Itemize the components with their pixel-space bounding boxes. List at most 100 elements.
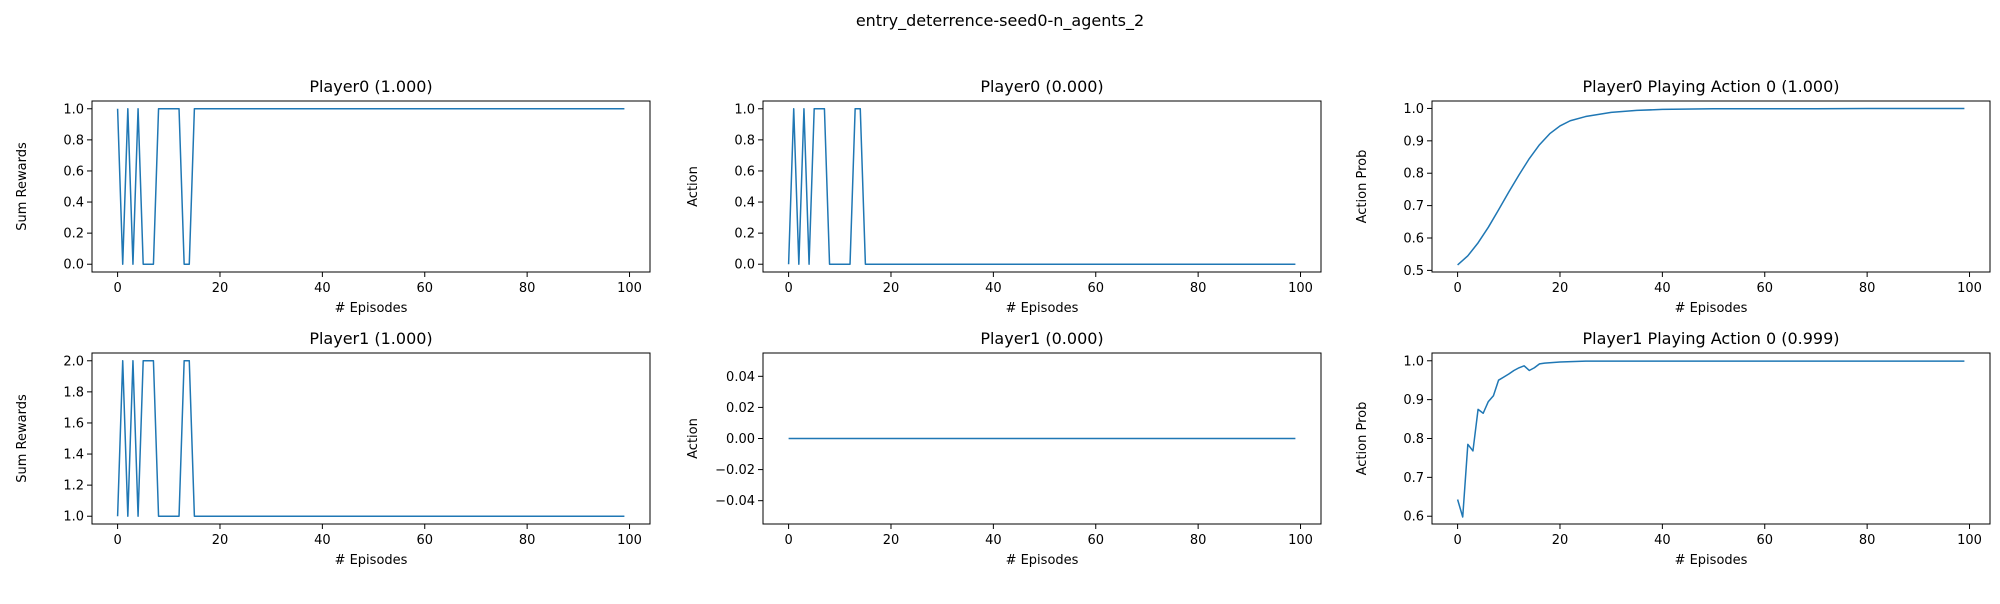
x-axis-label: # Episodes [335, 553, 408, 568]
x-tick-label: 60 [1756, 533, 1773, 548]
subplot-title: Player1 (0.000) [980, 329, 1103, 348]
subplot-6: Player1 Playing Action 0 (0.999) 0 20 40 60 8… [1355, 329, 1991, 568]
series-line [1456, 360, 1965, 518]
y-axis-label: Action [686, 418, 701, 459]
y-axis-label: Action [686, 166, 701, 207]
plot-frame [91, 352, 651, 525]
y-axis-label: Action Prob [1355, 150, 1370, 224]
y-tick-label: 1.0 [1403, 354, 1424, 369]
y-tick-label: 1.2 [63, 479, 84, 494]
y-tick-label: 0.6 [1403, 510, 1424, 525]
x-tick-label: 100 [1288, 281, 1313, 296]
x-tick-label: 60 [1087, 281, 1104, 296]
x-tick-label: 0 [113, 281, 121, 296]
y-tick-label: 0.5 [1403, 264, 1424, 279]
x-axis-label: # Episodes [1006, 553, 1079, 568]
x-tick-label: 80 [1859, 281, 1876, 296]
plot-frame [762, 352, 1322, 525]
y-tick-label: 0.8 [1403, 432, 1424, 447]
y-tick-label: 0.9 [1403, 393, 1424, 408]
x-tick-label: 20 [883, 533, 900, 548]
y-tick-label: 0.8 [63, 133, 84, 148]
x-tick-label: 0 [784, 533, 792, 548]
x-tick-label: 0 [1453, 281, 1461, 296]
y-tick-label: 0.7 [1403, 199, 1424, 214]
y-tick-label: 0.04 [726, 370, 755, 385]
x-tick-label: 80 [1190, 281, 1207, 296]
x-tick-label: 20 [1552, 533, 1569, 548]
series-line [116, 108, 625, 265]
y-tick-label: 0.02 [726, 401, 755, 416]
y-tick-label: 0.4 [734, 196, 755, 211]
x-tick-label: 20 [1552, 281, 1569, 296]
y-tick-label: 0.8 [734, 133, 755, 148]
x-tick-label: 40 [1654, 281, 1671, 296]
x-tick-label: 0 [113, 533, 121, 548]
subplot-title: Player1 (1.000) [309, 329, 432, 348]
x-tick-label: 80 [519, 533, 536, 548]
subplot-2: Player0 (0.000) 0 20 40 60 80 100 0.0 0.2 0.4 0.6 0… [686, 77, 1322, 316]
y-tick-label: 0.0 [734, 258, 755, 273]
subplot-title: Player0 (0.000) [980, 77, 1103, 96]
x-axis-label: # Episodes [1675, 553, 1748, 568]
y-tick-label: 1.0 [1403, 102, 1424, 117]
subplot-5: Player1 (0.000) 0 20 40 60 80 100 −0.04 −0.02 0.0… [686, 329, 1322, 568]
x-tick-label: 80 [1859, 533, 1876, 548]
y-tick-label: −0.02 [715, 463, 755, 478]
x-axis-label: # Episodes [1006, 301, 1079, 316]
y-axis-label: Sum Rewards [15, 142, 30, 231]
y-tick-label: 2.0 [63, 354, 84, 369]
x-tick-label: 20 [212, 533, 229, 548]
y-tick-label: 0.00 [726, 432, 755, 447]
y-tick-label: 1.0 [734, 102, 755, 117]
x-tick-label: 40 [314, 533, 331, 548]
plot-frame [1431, 100, 1991, 273]
series-line [787, 108, 1296, 265]
x-tick-label: 100 [1288, 533, 1313, 548]
x-tick-label: 100 [617, 281, 642, 296]
x-tick-label: 100 [1957, 533, 1982, 548]
y-tick-label: 1.6 [63, 416, 84, 431]
plot-frame [91, 100, 651, 273]
y-tick-label: 0.9 [1403, 134, 1424, 149]
x-tick-label: 0 [784, 281, 792, 296]
x-tick-label: 60 [1756, 281, 1773, 296]
y-tick-label: 0.4 [63, 196, 84, 211]
figure-title: entry_deterrence-seed0-n_agents_2 [856, 11, 1144, 31]
x-axis-label: # Episodes [335, 301, 408, 316]
x-tick-label: 60 [1087, 533, 1104, 548]
y-tick-label: 0.2 [734, 227, 755, 242]
subplot-3: Player0 Playing Action 0 (1.000) 0 20 40 60 8… [1355, 77, 1991, 316]
x-tick-label: 20 [883, 281, 900, 296]
y-axis-label: Sum Rewards [15, 394, 30, 483]
y-tick-label: 1.0 [63, 510, 84, 525]
x-tick-label: 40 [1654, 533, 1671, 548]
series-line [1457, 107, 1965, 266]
y-tick-label: 1.4 [63, 448, 84, 463]
x-tick-label: 60 [416, 533, 433, 548]
x-axis-label: # Episodes [1675, 301, 1748, 316]
plot-frame [1431, 352, 1991, 525]
subplot-title: Player1 Playing Action 0 (0.999) [1583, 329, 1840, 348]
y-tick-label: 1.0 [63, 102, 84, 117]
y-tick-label: 0.2 [63, 227, 84, 242]
y-tick-label: 0.7 [1403, 471, 1424, 486]
x-tick-label: 40 [985, 533, 1002, 548]
y-axis-label: Action Prob [1355, 402, 1370, 476]
subplot-1: Player0 (1.000) 0 20 40 60 80 100 0.0 0.2 0.4 0.6 0… [15, 77, 651, 316]
y-tick-label: 0.6 [63, 164, 84, 179]
y-tick-label: 0.6 [1403, 231, 1424, 246]
x-tick-label: 20 [212, 281, 229, 296]
y-tick-label: 0.6 [734, 164, 755, 179]
subplot-title: Player0 Playing Action 0 (1.000) [1583, 77, 1840, 96]
y-tick-label: 0.0 [63, 258, 84, 273]
x-tick-label: 60 [416, 281, 433, 296]
x-tick-label: 0 [1453, 533, 1461, 548]
x-tick-label: 80 [1190, 533, 1207, 548]
x-tick-label: 100 [1957, 281, 1982, 296]
x-tick-label: 40 [985, 281, 1002, 296]
subplot-title: Player0 (1.000) [309, 77, 432, 96]
subplot-4: Player1 (1.000) 0 20 40 60 80 100 1.0 1.2 1.4 1.6 1… [15, 329, 651, 568]
